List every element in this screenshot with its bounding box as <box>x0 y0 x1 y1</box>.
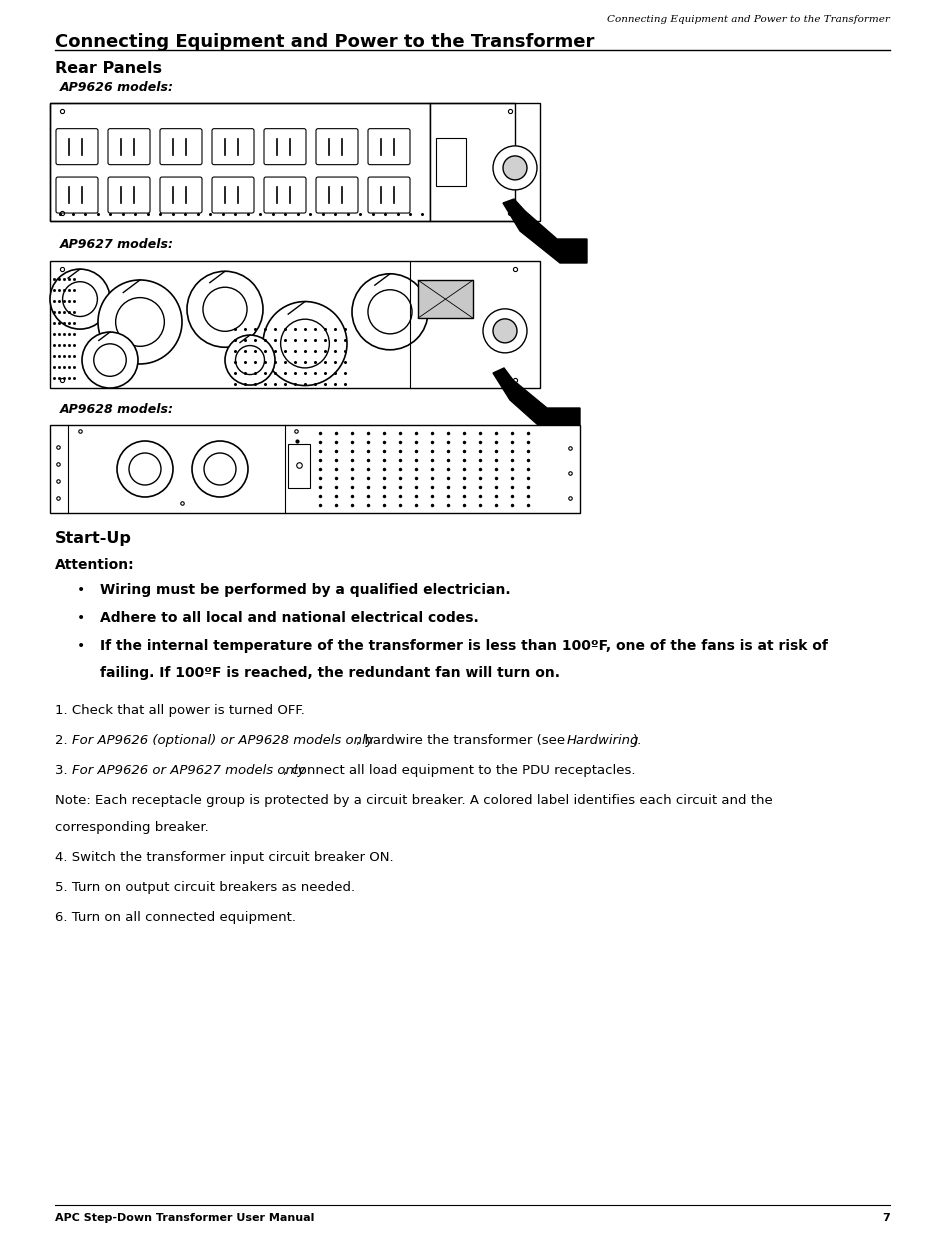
Circle shape <box>281 319 330 368</box>
Bar <box>430 103 515 221</box>
Circle shape <box>203 287 247 332</box>
Circle shape <box>94 344 126 377</box>
Text: 5. Turn on output circuit breakers as needed.: 5. Turn on output circuit breakers as ne… <box>55 881 356 894</box>
FancyBboxPatch shape <box>212 177 254 213</box>
Circle shape <box>352 273 428 349</box>
Text: Connecting Equipment and Power to the Transformer: Connecting Equipment and Power to the Tr… <box>607 15 890 24</box>
Circle shape <box>493 145 537 190</box>
FancyBboxPatch shape <box>108 177 150 213</box>
Circle shape <box>483 308 527 353</box>
Polygon shape <box>503 199 587 264</box>
FancyBboxPatch shape <box>160 177 202 213</box>
Text: For AP9626 or AP9627 models only: For AP9626 or AP9627 models only <box>72 764 306 777</box>
Text: 3.: 3. <box>55 764 72 777</box>
Text: AP9627 models:: AP9627 models: <box>60 237 174 251</box>
Circle shape <box>82 332 138 388</box>
Text: corresponding breaker.: corresponding breaker. <box>55 820 208 834</box>
Text: Attention:: Attention: <box>55 558 134 572</box>
Text: If the internal temperature of the transformer is less than 100ºF, one of the fa: If the internal temperature of the trans… <box>100 639 828 653</box>
Bar <box>50 103 430 221</box>
Text: Rear Panels: Rear Panels <box>55 61 162 76</box>
Text: Wiring must be performed by a qualified electrician.: Wiring must be performed by a qualified … <box>100 583 510 597</box>
Text: failing. If 100ºF is reached, the redundant fan will turn on.: failing. If 100ºF is reached, the redund… <box>100 666 560 680</box>
Bar <box>50 425 580 513</box>
Polygon shape <box>493 368 580 433</box>
Circle shape <box>235 346 265 374</box>
FancyBboxPatch shape <box>316 129 358 164</box>
Circle shape <box>116 297 164 347</box>
Circle shape <box>368 290 412 334</box>
Text: 4. Switch the transformer input circuit breaker ON.: 4. Switch the transformer input circuit … <box>55 851 394 864</box>
Circle shape <box>129 452 161 485</box>
Circle shape <box>50 268 110 329</box>
Text: ).: ). <box>633 735 643 747</box>
FancyBboxPatch shape <box>316 177 358 213</box>
Text: , connect all load equipment to the PDU receptacles.: , connect all load equipment to the PDU … <box>283 764 636 777</box>
Text: •: • <box>77 583 85 597</box>
Circle shape <box>503 155 527 180</box>
Circle shape <box>204 452 236 485</box>
Text: AP9626 models:: AP9626 models: <box>60 81 174 94</box>
Text: Start-Up: Start-Up <box>55 531 131 546</box>
FancyBboxPatch shape <box>264 177 306 213</box>
Bar <box>435 138 466 185</box>
Circle shape <box>187 271 263 347</box>
FancyBboxPatch shape <box>160 129 202 164</box>
Text: •: • <box>77 612 85 625</box>
Bar <box>50 103 540 221</box>
Circle shape <box>225 336 275 385</box>
Circle shape <box>117 441 173 497</box>
FancyBboxPatch shape <box>56 177 98 213</box>
Bar <box>288 444 310 488</box>
Circle shape <box>63 282 97 317</box>
FancyBboxPatch shape <box>108 129 150 164</box>
Text: APC Step-Down Transformer User Manual: APC Step-Down Transformer User Manual <box>55 1213 314 1223</box>
Text: Hardwiring: Hardwiring <box>567 735 639 747</box>
Text: Adhere to all local and national electrical codes.: Adhere to all local and national electri… <box>100 612 479 625</box>
Text: 6. Turn on all connected equipment.: 6. Turn on all connected equipment. <box>55 911 296 924</box>
FancyBboxPatch shape <box>368 177 410 213</box>
Bar <box>50 261 540 388</box>
Circle shape <box>263 302 347 385</box>
Text: 1. Check that all power is turned OFF.: 1. Check that all power is turned OFF. <box>55 704 305 717</box>
Text: 7: 7 <box>882 1213 890 1223</box>
FancyBboxPatch shape <box>56 129 98 164</box>
Text: Connecting Equipment and Power to the Transformer: Connecting Equipment and Power to the Tr… <box>55 34 594 51</box>
Text: •: • <box>77 639 85 653</box>
Text: 2.: 2. <box>55 735 72 747</box>
Circle shape <box>192 441 248 497</box>
Text: AP9628 models:: AP9628 models: <box>60 403 174 416</box>
Text: Note: Each receptacle group is protected by a circuit breaker. A colored label i: Note: Each receptacle group is protected… <box>55 794 773 807</box>
Text: , hardwire the transformer (see: , hardwire the transformer (see <box>356 735 569 747</box>
FancyBboxPatch shape <box>418 280 473 318</box>
Text: For AP9626 (optional) or AP9628 models only: For AP9626 (optional) or AP9628 models o… <box>72 735 373 747</box>
FancyBboxPatch shape <box>264 129 306 164</box>
FancyBboxPatch shape <box>212 129 254 164</box>
FancyBboxPatch shape <box>368 129 410 164</box>
Circle shape <box>493 319 517 343</box>
Circle shape <box>98 280 182 364</box>
